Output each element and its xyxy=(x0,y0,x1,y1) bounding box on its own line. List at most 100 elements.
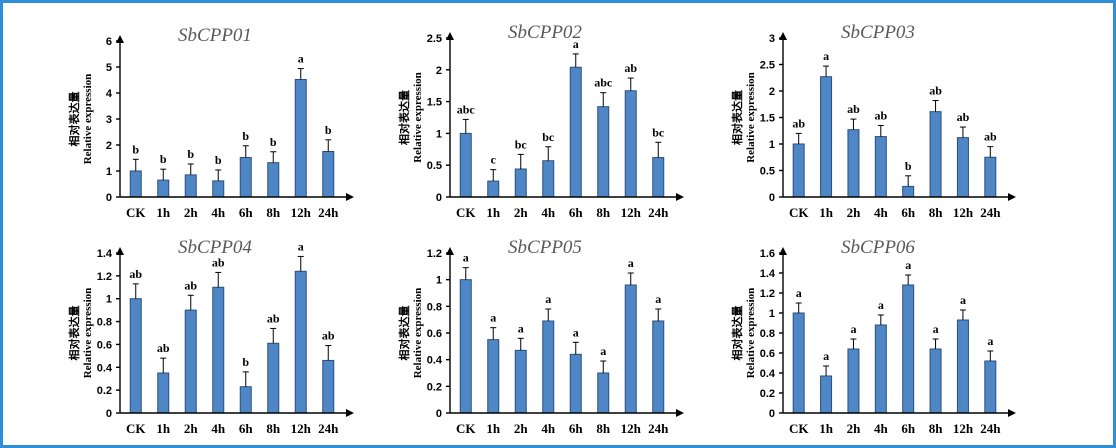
significance-label: ab xyxy=(957,110,970,124)
bar-6h xyxy=(239,156,252,198)
significance-label: a xyxy=(463,251,469,265)
significance-label: a xyxy=(600,344,606,358)
y-tick-label: 2 xyxy=(436,65,442,77)
significance-label: a xyxy=(573,37,579,51)
y-tick-label: 1 xyxy=(769,139,775,151)
x-tick-label: 2h xyxy=(514,205,529,220)
x-tick-label: 12h xyxy=(291,205,312,220)
y-tick-label: 0.4 xyxy=(97,362,113,374)
bar-1h xyxy=(157,179,170,198)
chart-title: SbCPP06 xyxy=(841,237,915,258)
y-tick-label: 0.4 xyxy=(760,368,776,380)
chart-panel-4: SbCPP04 相对表达量 Relative expression 0 0.2 0.4 0.… xyxy=(67,237,354,436)
bar-4h xyxy=(212,180,225,198)
y-tick-label: 0.2 xyxy=(760,388,775,400)
significance-label: ab xyxy=(792,116,805,130)
significance-label: a xyxy=(490,311,496,325)
significance-label: ab xyxy=(267,311,280,325)
significance-label: a xyxy=(573,325,579,339)
y-axis-label-cn: 相对表达量 xyxy=(730,90,744,145)
y-axis-label: Relative expression xyxy=(745,72,757,163)
y-tick-label: 2 xyxy=(106,140,112,152)
significance-label: a xyxy=(545,292,551,306)
y-axis-arrow xyxy=(116,247,124,255)
bar-1h xyxy=(487,339,500,414)
y-tick-label: 1 xyxy=(106,166,112,178)
x-tick-label: CK xyxy=(456,205,476,220)
significance-label: ab xyxy=(184,278,197,292)
x-tick-label: 1h xyxy=(156,205,171,220)
bar-1h xyxy=(820,375,833,414)
x-tick-label: 24h xyxy=(648,421,669,436)
bar-6h xyxy=(902,185,915,198)
y-tick-label: 0.5 xyxy=(760,166,775,178)
bar-4h xyxy=(542,160,555,198)
y-tick-label: 0.5 xyxy=(427,160,442,172)
significance-label: ab xyxy=(129,267,142,281)
x-tick-label: 1h xyxy=(486,421,501,436)
x-tick-label: 8h xyxy=(929,421,944,436)
x-tick-label: CK xyxy=(789,205,809,220)
x-tick-label: 24h xyxy=(980,205,1001,220)
x-tick-label: 12h xyxy=(621,421,642,436)
x-axis-arrow xyxy=(346,409,354,417)
y-tick-label: 0.8 xyxy=(760,328,775,340)
x-tick-label: 24h xyxy=(980,421,1001,436)
x-axis-arrow xyxy=(676,193,684,201)
x-tick-label: 8h xyxy=(266,421,281,436)
y-axis-label-cn: 相对表达量 xyxy=(397,306,411,361)
y-tick-label: 0.2 xyxy=(97,385,112,397)
x-tick-label: 8h xyxy=(596,205,611,220)
significance-label: a xyxy=(850,322,856,336)
significance-label: ab xyxy=(212,255,225,269)
y-tick-label: 1.5 xyxy=(760,113,775,125)
y-tick-label: 3 xyxy=(106,114,112,126)
y-tick-label: 0 xyxy=(436,192,442,204)
x-tick-label: 6h xyxy=(239,205,254,220)
bar-4h xyxy=(212,286,225,414)
significance-label: a xyxy=(655,292,661,306)
significance-label: abc xyxy=(457,102,476,116)
bar-CK xyxy=(459,132,472,198)
bar-2h xyxy=(514,349,527,414)
significance-label: ab xyxy=(984,130,997,144)
y-tick-label: 0 xyxy=(769,408,775,420)
significance-label: b xyxy=(187,147,194,161)
x-tick-label: 12h xyxy=(953,205,974,220)
significance-label: ab xyxy=(847,102,860,116)
bar-4h xyxy=(874,324,887,414)
chart-title: SbCPP03 xyxy=(841,22,915,43)
bar-1h xyxy=(487,180,500,198)
chart-title: SbCPP05 xyxy=(508,237,582,258)
x-tick-label: 6h xyxy=(239,421,254,436)
y-axis-arrow xyxy=(116,35,124,43)
significance-label: ab xyxy=(322,329,335,343)
bar-12h xyxy=(956,137,969,198)
significance-label: b xyxy=(905,159,912,173)
chart-title: SbCPP04 xyxy=(178,237,252,258)
significance-label: bc xyxy=(515,137,528,151)
y-tick-label: 2.5 xyxy=(760,60,775,72)
y-axis-arrow xyxy=(446,247,454,255)
bar-6h xyxy=(569,353,582,414)
x-tick-label: 2h xyxy=(847,205,862,220)
bar-4h xyxy=(874,136,887,198)
x-tick-label: 8h xyxy=(596,421,611,436)
bar-2h xyxy=(184,309,197,414)
chart-title: SbCPP02 xyxy=(508,22,582,43)
x-tick-label: 4h xyxy=(211,421,226,436)
x-tick-label: 4h xyxy=(211,205,226,220)
y-tick-label: 4 xyxy=(106,88,113,100)
significance-label: a xyxy=(905,258,911,272)
bar-12h xyxy=(956,319,969,414)
y-axis-label: Relative expression xyxy=(412,288,424,379)
y-axis-arrow xyxy=(446,32,454,40)
significance-label: a xyxy=(823,349,829,363)
bar-6h xyxy=(569,66,582,198)
bar-12h xyxy=(624,284,637,414)
chart-panel-2: SbCPP02 相对表达量 Relative expression 0 0.5 1 1.5 2… xyxy=(397,22,684,220)
bar-CK xyxy=(129,170,142,198)
x-tick-label: 1h xyxy=(819,421,834,436)
y-axis-label-cn: 相对表达量 xyxy=(397,90,411,145)
